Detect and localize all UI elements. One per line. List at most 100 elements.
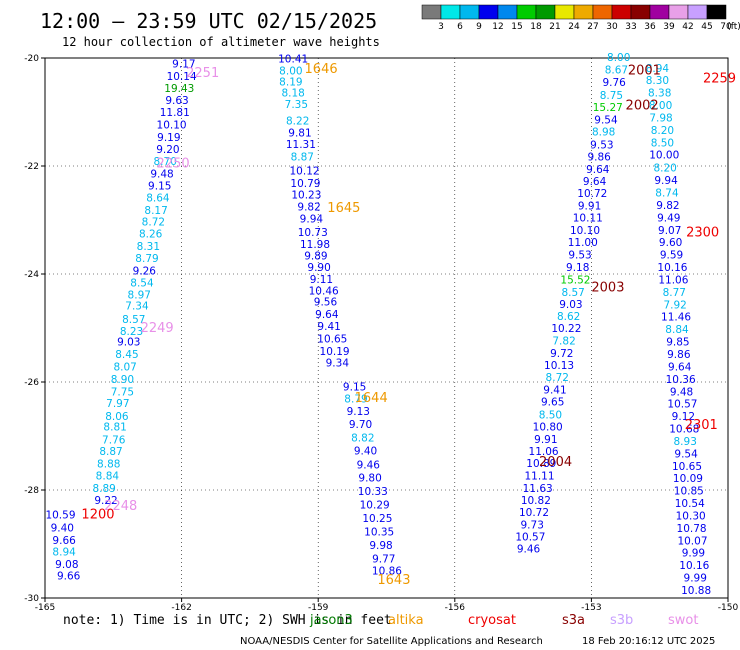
wave-height-jason3: 10.29 bbox=[360, 500, 390, 512]
wave-height-altika: 8.31 bbox=[137, 241, 160, 253]
satellite-s3b-label: s3b bbox=[610, 613, 633, 628]
wave-height-s3a: 9.99 bbox=[684, 573, 707, 585]
wave-height-s3a: 9.07 bbox=[658, 225, 681, 237]
wave-height-altika: 9.19 bbox=[157, 132, 180, 144]
wave-height-s3a: 11.46 bbox=[661, 312, 691, 324]
wave-height-jason3: 9.41 bbox=[317, 321, 340, 333]
wave-height-jason3: 9.90 bbox=[307, 262, 330, 274]
plot-area: -165 -162 -159 -156 -153 -150 -20 -22 -24 -26 -28 -… bbox=[24, 52, 738, 613]
wave-height-jason3: 9.89 bbox=[304, 251, 327, 263]
wave-height-cryosat: 15.52 bbox=[560, 274, 590, 286]
colorbar-tick-label: 27 bbox=[587, 22, 598, 32]
satellite-cryosat-label: cryosat bbox=[468, 613, 516, 628]
wave-height-jason3: 9.94 bbox=[300, 213, 324, 225]
wave-height-altika: 8.72 bbox=[142, 217, 165, 229]
satellite-legend: jason3 altika cryosat s3a s3b swot bbox=[309, 613, 698, 628]
wave-height-jason3: 10.25 bbox=[362, 513, 392, 525]
wave-height-cryosat: 8.75 bbox=[600, 90, 623, 102]
pass-time-label: 2248 bbox=[104, 499, 137, 514]
wave-height-altika: 7.34 bbox=[125, 300, 149, 312]
pass-time-label: 2002 bbox=[626, 99, 659, 114]
wave-height-s3a: 9.99 bbox=[682, 548, 705, 560]
wave-height-altika: 8.89 bbox=[92, 483, 115, 495]
wave-height-cryosat: 9.91 bbox=[534, 434, 557, 446]
wave-height-s3a: 10.36 bbox=[666, 374, 696, 386]
wave-height-cryosat: 10.80 bbox=[533, 421, 563, 433]
wave-height-jason3: 10.23 bbox=[291, 190, 321, 202]
wave-height-altika: 8.45 bbox=[115, 349, 138, 361]
wave-height-jason3: 10.12 bbox=[290, 165, 320, 177]
wave-height-altika: 19.43 bbox=[164, 83, 194, 95]
wave-height-cryosat: 10.89 bbox=[526, 458, 556, 470]
x-tick-label: -162 bbox=[171, 603, 191, 613]
page-title: 12:00 – 23:59 UTC 02/15/2025 bbox=[40, 9, 377, 33]
wave-height-altika: 8.23 bbox=[120, 326, 143, 338]
wave-height-cryosat: 10.13 bbox=[544, 360, 574, 372]
wave-height-cryosat: 9.53 bbox=[590, 139, 613, 151]
wave-height-altika: 8.26 bbox=[139, 229, 163, 241]
pass-time-label: 2301 bbox=[685, 418, 718, 433]
wave-height-s3a: 9.60 bbox=[659, 237, 682, 249]
colorbar-tick-label: 30 bbox=[606, 22, 618, 32]
wave-height-s3a: 7.98 bbox=[649, 112, 672, 124]
pass-time-label: 1643 bbox=[377, 573, 410, 588]
wave-height-s3a: 10.68 bbox=[669, 424, 699, 436]
wave-height-jason3: 9.77 bbox=[372, 554, 395, 566]
wave-height-altika: 10.10 bbox=[157, 120, 187, 132]
wave-height-cryosat: 8.98 bbox=[592, 127, 615, 139]
wave-height-s3a: 8.20 bbox=[651, 125, 674, 137]
wave-height-cryosat: 10.22 bbox=[551, 323, 581, 335]
wave-height-jason3: 10.65 bbox=[317, 333, 347, 345]
wave-height-cryosat: 8.62 bbox=[557, 311, 580, 323]
colorbar-tick-label: 42 bbox=[682, 22, 693, 32]
wave-height-s3a: 10.09 bbox=[673, 473, 703, 485]
wave-height-s3a: 8.38 bbox=[648, 88, 671, 100]
y-tick-label: -22 bbox=[24, 162, 39, 172]
wave-height-jason3: 9.82 bbox=[297, 202, 320, 214]
wave-height-cryosat: 10.10 bbox=[570, 225, 600, 237]
colorbar-swatch bbox=[649, 4, 670, 20]
wave-height-cryosat: 9.76 bbox=[602, 77, 626, 89]
wave-height-altika: 10.14 bbox=[167, 71, 197, 83]
y-tick-label: -28 bbox=[24, 486, 39, 496]
pass-time-label: 1645 bbox=[327, 201, 360, 216]
wave-height-s3a: 9.82 bbox=[656, 200, 679, 212]
wave-height-altika: 10.59 bbox=[45, 509, 75, 521]
x-tick-label: -150 bbox=[718, 603, 739, 613]
wave-height-s3a: 10.07 bbox=[677, 535, 707, 547]
pass-time-label: 1200 bbox=[81, 507, 114, 522]
wave-height-altika: 8.17 bbox=[144, 205, 167, 217]
wave-height-jason3: 9.80 bbox=[358, 473, 381, 485]
wave-height-jason3: 8.18 bbox=[281, 88, 304, 100]
wave-height-cryosat: 11.11 bbox=[524, 471, 554, 483]
colorbar-swatch bbox=[630, 4, 651, 20]
wave-height-cryosat: 9.18 bbox=[566, 262, 589, 274]
wave-height-s3a: 8.84 bbox=[665, 324, 689, 336]
wave-height-jason3: 9.64 bbox=[315, 309, 339, 321]
wave-height-jason3: 11.31 bbox=[286, 139, 316, 151]
wave-height-jason3: 9.13 bbox=[347, 406, 370, 418]
wave-height-jason3: 9.34 bbox=[326, 358, 350, 370]
y-tick-label: -20 bbox=[24, 54, 39, 64]
wave-height-jason3: 10.35 bbox=[364, 527, 394, 539]
wave-height-s3a: 8.00 bbox=[649, 100, 672, 112]
wave-height-s3a: 8.30 bbox=[646, 75, 669, 87]
pass-time-label: 2250 bbox=[157, 156, 190, 171]
x-tick-label: -159 bbox=[308, 603, 329, 613]
wave-height-altika: 9.08 bbox=[55, 559, 78, 571]
wave-height-altika: 8.70 bbox=[154, 156, 177, 168]
wave-height-jason3: 9.11 bbox=[310, 274, 333, 286]
wave-height-altika: 9.63 bbox=[165, 95, 188, 107]
satellite-altika-label: altika bbox=[388, 613, 424, 628]
wave-height-jason3: 9.56 bbox=[314, 297, 338, 309]
data-points: 10.418.008.198.187.358.229.8111.318.8710… bbox=[45, 52, 711, 597]
colorbar-swatch bbox=[478, 4, 499, 20]
wave-height-cryosat: 9.65 bbox=[541, 397, 564, 409]
color-scale-legend: 3 6 9 12 15 18 21 24 27 30 33 36 39 42 45 70(ft) bbox=[421, 4, 740, 32]
colorbar-swatch bbox=[592, 4, 613, 20]
wave-height-cryosat: 15.27 bbox=[593, 102, 623, 114]
wave-height-s3a: 9.59 bbox=[660, 250, 683, 262]
footer-note: note: 1) Time is in UTC; 2) SWH is in fe… bbox=[63, 613, 392, 628]
wave-height-s3a: 9.64 bbox=[668, 361, 692, 373]
